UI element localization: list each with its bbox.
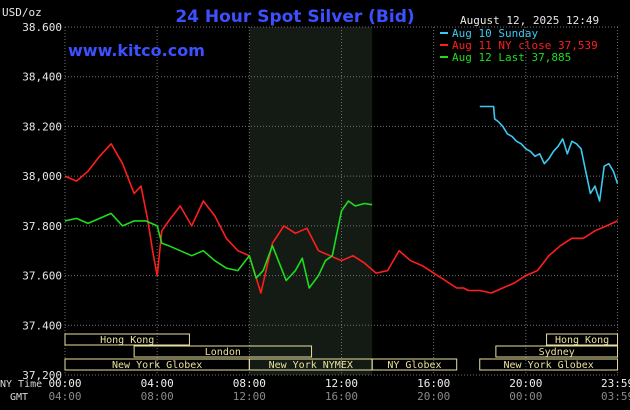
y-tick-label: 38,000	[22, 170, 62, 183]
x-tick-label-gmt: 04:00	[48, 390, 81, 403]
series-line-0	[479, 105, 619, 202]
gmt-row-label: GMT	[10, 392, 28, 403]
chart-title: 24 Hour Spot Silver (Bid)	[175, 7, 414, 27]
session-label: New York Globex	[503, 360, 593, 371]
y-tick-label: 37.600	[22, 270, 62, 283]
y-axis-label: USD/oz	[2, 6, 42, 19]
x-tick-label-ny: 20:00	[509, 377, 542, 390]
x-tick-label-ny: 23:59	[601, 377, 630, 390]
x-axis-ticks: 00:0004:0008:0012:0016:0020:0023:5904:00…	[48, 377, 630, 403]
x-tick-label-gmt: 12:00	[233, 390, 266, 403]
series-line-1	[64, 143, 618, 294]
session-box	[371, 358, 458, 371]
gridlines	[64, 26, 619, 376]
series-line-2	[64, 200, 373, 289]
legend-entry: Aug 11 NY close 37,539	[452, 39, 598, 52]
legend-entry: Aug 10 Sunday	[452, 27, 538, 40]
session-label: NY Globex	[387, 360, 441, 371]
x-tick-label-ny: 12:00	[325, 377, 358, 390]
watermark: www.kitco.com	[68, 41, 205, 60]
x-tick-label-gmt: 03:59	[601, 390, 630, 403]
session-label: Sydney	[539, 347, 575, 358]
y-tick-label: 37.800	[22, 220, 62, 233]
chart-timestamp: August 12, 2025 12:49	[460, 14, 599, 27]
session-label: Hong Kong	[100, 335, 154, 346]
y-tick-label: 38.200	[22, 120, 62, 133]
y-axis-ticks: 38.600 38,400 38.200 38,000 37.800 37.600 37.4…	[22, 21, 62, 382]
y-tick-label: 38.600	[22, 21, 62, 34]
session-label: London	[205, 347, 241, 358]
x-tick-label-gmt: 20:00	[417, 390, 450, 403]
session-box	[546, 333, 619, 346]
nymex-session-shade	[249, 27, 373, 375]
session-box	[495, 345, 619, 358]
y-tick-label: 37.400	[22, 319, 62, 332]
ny-time-row-label: NY Time	[0, 379, 42, 390]
x-tick-label-gmt: 08:00	[141, 390, 174, 403]
legend-entry: Aug 12 Last 37,885	[452, 51, 571, 64]
session-label: New York NYMEX	[269, 360, 353, 371]
x-tick-label-gmt: 16:00	[325, 390, 358, 403]
y-tick-label: 37,200	[22, 369, 62, 382]
session-box	[133, 345, 313, 358]
x-tick-label-ny: 00:00	[48, 377, 81, 390]
series-lines	[64, 105, 619, 294]
session-label: New York Globex	[112, 360, 202, 371]
session-box	[479, 358, 619, 371]
y-tick-label: 38,400	[22, 71, 62, 84]
x-tick-label-ny: 16:00	[417, 377, 450, 390]
session-box	[64, 333, 190, 346]
session-label: Hong Kong	[555, 335, 609, 346]
x-tick-label-ny: 08:00	[233, 377, 266, 390]
x-tick-label-ny: 04:00	[141, 377, 174, 390]
x-tick-label-gmt: 00:00	[509, 390, 542, 403]
